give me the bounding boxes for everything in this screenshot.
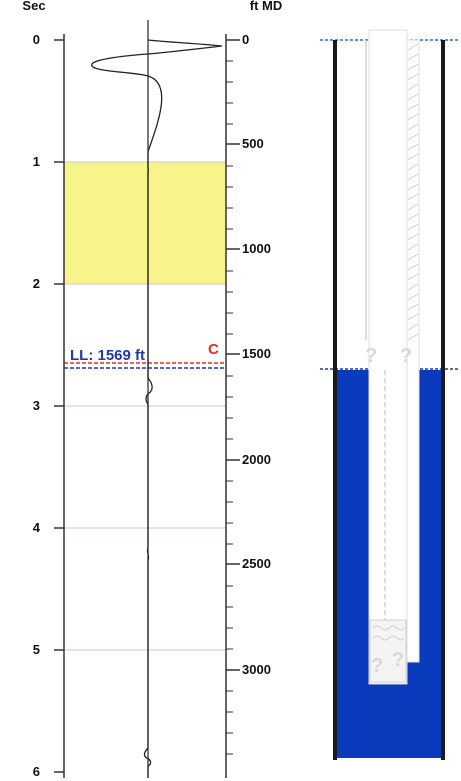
depth-tick-labels: 0 500 1000 1500 2000 2500 3000 [242, 32, 271, 677]
time-gridlines [64, 161, 226, 651]
highlight-band [64, 162, 226, 284]
liquid-level-label: LL: 1569 ft [70, 347, 145, 364]
pump-pattern [372, 625, 405, 641]
time-axis-unit: Sec [22, 0, 45, 13]
depth-minor-ticks [226, 60, 233, 755]
time-tick-label: 5 [33, 642, 40, 657]
depth-tick-label: 3000 [242, 662, 271, 677]
time-tick-label: 3 [33, 398, 40, 413]
collar-marker-label: C [208, 341, 219, 358]
unknown-marker: ? [371, 655, 383, 677]
acoustic-trace-track: LL: 1569 ft C 0 1 2 3 4 5 6 [33, 20, 271, 779]
time-tick-labels: 0 1 2 3 4 5 6 [33, 32, 41, 779]
depth-tick-label: 0 [242, 32, 249, 47]
unknown-marker: ? [400, 345, 412, 367]
depth-tick-label: 1500 [242, 346, 271, 361]
time-tick-label: 6 [33, 764, 40, 779]
time-ticks [54, 39, 64, 773]
unknown-marker: ? [392, 649, 404, 671]
tubing-string [368, 29, 408, 685]
depth-tick-label: 2000 [242, 452, 271, 467]
acoustic-trace [91, 39, 223, 778]
time-tick-label: 0 [33, 32, 40, 47]
depth-axis-unit: ft MD [250, 0, 283, 13]
depth-tick-label: 2500 [242, 556, 271, 571]
wellbore-schematic: ? ? ? ? [320, 29, 458, 760]
time-tick-label: 2 [33, 276, 40, 291]
depth-major-ticks [226, 39, 240, 671]
time-tick-label: 1 [33, 154, 40, 169]
rod-hatching [407, 43, 419, 341]
depth-tick-label: 500 [242, 136, 264, 151]
depth-tick-label: 1000 [242, 241, 271, 256]
unknown-marker: ? [365, 345, 377, 367]
time-tick-label: 4 [33, 520, 41, 535]
